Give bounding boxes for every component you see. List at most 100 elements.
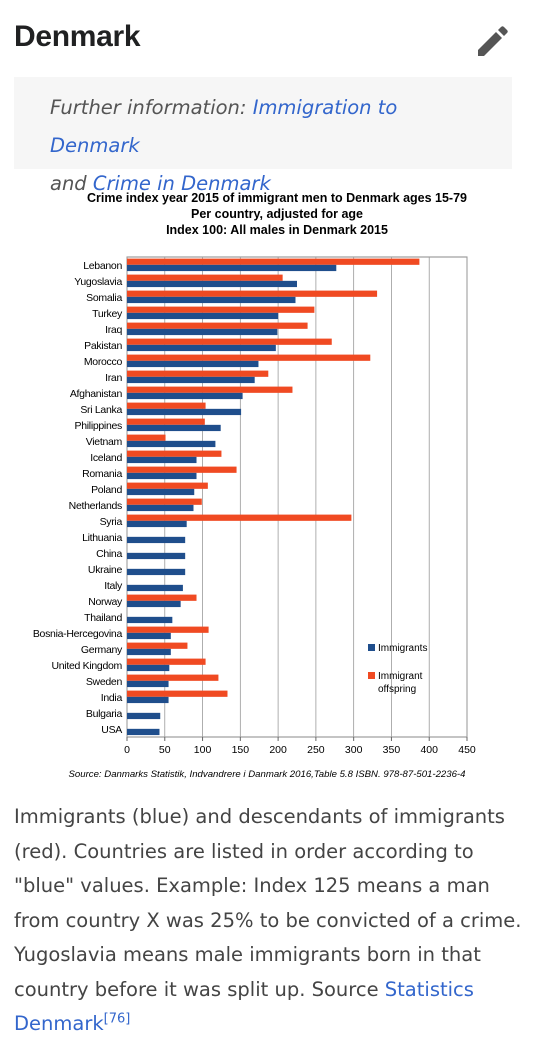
x-tick-label: 150 (232, 744, 250, 756)
caption-text: Immigrants (blue) and descendants of imm… (14, 805, 522, 1001)
hatnote-further-information: Further information: Immigration to Denm… (14, 77, 512, 195)
bar-immigrants (127, 504, 194, 512)
bar-immigrant-offspring (127, 402, 206, 409)
x-tick-label: 200 (269, 744, 287, 756)
bar-immigrant-offspring (127, 514, 352, 521)
x-tick-label: 400 (420, 744, 438, 756)
category-label: Somalia (86, 292, 122, 304)
legend-swatch-immigrants (368, 644, 375, 651)
chart-source: Source: Danmarks Statistik, Indvandrere … (69, 769, 466, 780)
figure-caption: Immigrants (blue) and descendants of imm… (14, 800, 524, 1042)
category-label: Bosnia-Hercegovina (33, 628, 123, 640)
category-label: Poland (91, 484, 122, 496)
bar-immigrant-offspring (127, 370, 269, 377)
bar-immigrants (127, 264, 337, 272)
bar-immigrants (127, 568, 186, 576)
x-tick-label: 50 (159, 744, 171, 756)
category-label: United Kingdom (51, 660, 122, 672)
bar-immigrants (127, 616, 173, 624)
crime-index-chart: Crime index year 2015 of immigrant men t… (0, 180, 534, 800)
bar-immigrants (127, 536, 186, 544)
category-label: Vietnam (86, 436, 123, 448)
bar-immigrant-offspring (127, 434, 166, 441)
bar-immigrant-offspring (127, 690, 228, 697)
category-label: Sri Lanka (80, 404, 122, 416)
category-label: Syria (100, 516, 123, 528)
bar-immigrant-offspring (127, 626, 209, 633)
hatnote-prefix: Further information: (50, 96, 253, 119)
category-label: India (101, 692, 123, 704)
category-label: Netherlands (69, 500, 122, 512)
category-label: Turkey (92, 308, 123, 320)
category-label: Sweden (86, 676, 123, 688)
bar-immigrants (127, 648, 171, 656)
category-label: Philippines (75, 420, 123, 432)
legend-label-offspring-line2: offspring (378, 684, 416, 695)
category-label: Norway (88, 596, 123, 608)
link-crime-in-denmark[interactable]: Crime in Denmark (92, 172, 271, 195)
bar-immigrant-offspring (127, 450, 222, 457)
bar-immigrant-offspring (127, 258, 420, 265)
chart-title-line: Crime index year 2015 of immigrant men t… (87, 191, 467, 205)
bar-immigrant-offspring (127, 274, 283, 281)
category-label: Afghanistan (70, 388, 123, 400)
bar-immigrant-offspring (127, 482, 208, 489)
bar-immigrant-offspring (127, 418, 205, 425)
plot-area (126, 256, 468, 738)
bar-immigrant-offspring (127, 674, 219, 681)
bar-immigrants (127, 344, 276, 352)
bar-immigrant-offspring (127, 354, 371, 361)
bar-immigrants (127, 472, 197, 480)
x-tick-label: 0 (124, 744, 130, 756)
chart-title-line: Per country, adjusted for age (191, 207, 363, 221)
bar-immigrants (127, 552, 186, 560)
bar-immigrants (127, 664, 170, 672)
chart-svg: Crime index year 2015 of immigrant men t… (33, 191, 476, 780)
bar-immigrant-offspring (127, 306, 315, 313)
bar-immigrant-offspring (127, 498, 202, 505)
x-tick-label: 350 (383, 744, 401, 756)
category-label: Bulgaria (86, 708, 123, 720)
chart-title-line: Index 100: All males in Denmark 2015 (166, 223, 388, 237)
category-label: Italy (104, 580, 123, 592)
legend-swatch-offspring (368, 672, 375, 679)
bar-immigrant-offspring (127, 322, 308, 329)
category-label: Lithuania (82, 532, 122, 544)
bar-immigrant-offspring (127, 594, 197, 601)
bar-immigrants (127, 584, 183, 592)
bar-immigrants (127, 456, 197, 464)
bar-immigrant-offspring (127, 466, 237, 473)
bar-immigrants (127, 680, 169, 688)
bar-immigrants (127, 520, 187, 528)
bar-immigrant-offspring (127, 658, 206, 665)
page-title: Denmark (14, 20, 141, 53)
reference-76[interactable]: [76] (103, 1011, 131, 1027)
legend-label-offspring-line1: Immigrant (378, 671, 423, 682)
category-label: Iceland (90, 452, 122, 464)
bar-immigrants (127, 600, 181, 608)
bar-immigrants (127, 488, 195, 496)
x-tick-label: 100 (194, 744, 212, 756)
category-label: Iran (105, 372, 122, 384)
x-tick-label: 300 (345, 744, 363, 756)
bar-immigrant-offspring (127, 642, 188, 649)
legend-label-immigrants: Immigrants (378, 643, 427, 654)
category-label: Iraq (105, 324, 122, 336)
bar-immigrant-offspring (127, 338, 332, 345)
bar-immigrants (127, 360, 259, 368)
category-label: China (96, 548, 122, 560)
category-label: Yugoslavia (74, 276, 122, 288)
category-label: Thailand (84, 612, 122, 624)
x-tick-label: 250 (307, 744, 325, 756)
bar-immigrants (127, 696, 169, 704)
bar-immigrant-offspring (127, 290, 378, 297)
category-label: Pakistan (84, 340, 122, 352)
category-label: USA (101, 724, 122, 736)
bar-immigrants (127, 376, 255, 384)
page-header: Denmark (0, 0, 534, 76)
link-immigration-to-denmark[interactable]: Immigration to Denmark (50, 96, 398, 157)
x-tick-label: 450 (458, 744, 476, 756)
bar-immigrants (127, 328, 278, 336)
pencil-icon[interactable] (474, 22, 512, 60)
bar-immigrants (127, 424, 221, 432)
